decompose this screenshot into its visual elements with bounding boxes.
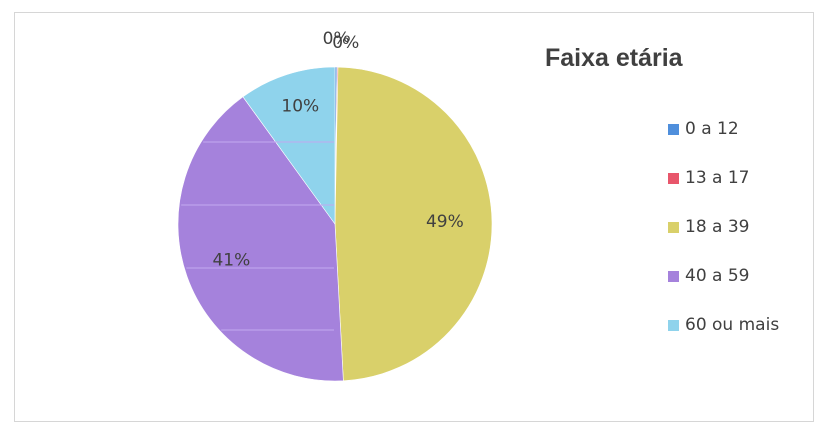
legend-item-40-a-59: 40 a 59 — [668, 264, 779, 288]
legend-swatch — [668, 221, 679, 233]
data-label-40-a-59: 41% — [212, 251, 250, 271]
legend-label: 13 a 17 — [685, 168, 750, 188]
legend-swatch — [668, 172, 679, 184]
data-label-18-a-39: 49% — [426, 212, 464, 232]
legend-swatch — [668, 319, 679, 331]
chart-legend: 0 a 12 13 a 17 18 a 39 40 a 59 60 ou mais — [668, 117, 779, 362]
pie-slice-60-ou-mais — [242, 66, 336, 225]
pie-slice-18-a-39 — [334, 66, 493, 382]
pie-slices — [177, 66, 493, 382]
data-label-0-a-12: 0% — [323, 29, 350, 49]
pie-slice-40-a-59 — [177, 96, 344, 382]
legend-label: 0 a 12 — [685, 119, 739, 139]
legend-item-18-a-39: 18 a 39 — [668, 215, 779, 239]
legend-label: 40 a 59 — [685, 266, 750, 286]
legend-item-0-a-12: 0 a 12 — [668, 117, 779, 141]
pie-data-labels: 0%0% 49% 41% 10% — [212, 29, 463, 271]
legend-item-60-ou-mais: 60 ou mais — [668, 313, 779, 337]
legend-label: 18 a 39 — [685, 217, 750, 237]
legend-swatch — [668, 270, 679, 282]
data-label-60-ou-mais: 10% — [281, 97, 319, 117]
legend-swatch — [668, 123, 679, 135]
legend-item-13-a-17: 13 a 17 — [668, 166, 779, 190]
legend-label: 60 ou mais — [685, 315, 780, 335]
data-label-13-a-17: 0% — [332, 33, 359, 53]
chart-title: Faixa etária — [545, 44, 683, 72]
